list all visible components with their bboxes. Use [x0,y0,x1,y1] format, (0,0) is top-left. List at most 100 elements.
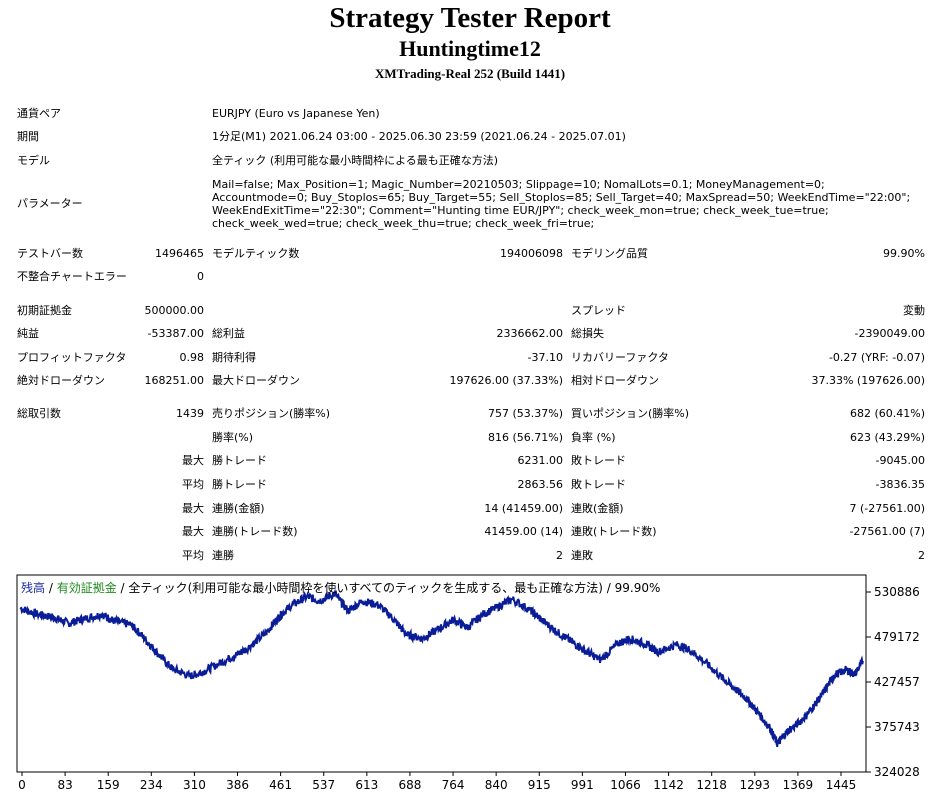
mismatch-value: 0 [197,270,204,283]
short-label: 売りポジション(勝率%) [212,407,331,420]
legend-equity: 有効証拠金 [56,581,117,595]
x-tick-label: 0 [18,778,26,792]
avg-label: 平均 [182,478,204,491]
consec-loss-cnt-label: 連敗(トレード数) [571,525,657,538]
pf-label: プロフィットファクタ [17,351,127,364]
trades-label: 総取引数 [17,407,61,420]
server-build: XMTrading-Real 252 (Build 1441) [374,66,566,81]
x-tick-label: 1369 [783,778,814,792]
win-rate-label: 勝率(%) [212,431,254,444]
max-win-label: 勝トレード [212,454,267,467]
x-tick-label: 840 [485,778,508,792]
quality-label: モデリング品質 [571,247,648,260]
x-tick-label: 764 [442,778,465,792]
trades-value: 1439 [176,407,204,420]
x-tick-label: 1293 [740,778,771,792]
symbol-value: EURJPY (Euro vs Japanese Yen) [212,107,380,120]
balance-chart: 530886 479172 427457 375743 324028 0 83 159 234 3… [16,574,920,792]
abs-dd-label: 絶対ドローダウン [17,374,105,387]
period-label: 期間 [17,130,39,143]
expected-label: 期待利得 [212,351,256,364]
max-dd-label: 最大ドローダウン [212,374,300,387]
x-tick-label: 234 [140,778,163,792]
avg-consec-win-value: 2 [556,549,563,562]
x-tick-label: 1445 [826,778,857,792]
quality-value: 99.90% [883,247,925,260]
legend-balance: 残高 [21,581,46,595]
report-title: Strategy Tester Report [329,2,611,34]
legend-rest: / 全ティック(利用可能な最小時間枠を使いすべてのティックを生成する、最も正確な… [116,581,661,595]
model-value: 全ティック (利用可能な最小時間枠による最も正確な方法) [212,154,499,167]
loss-rate-value: 623 (43.29%) [849,431,925,444]
chart-legend: 残高 / 有効証拠金 / 全ティック(利用可能な最小時間枠を使いすべてのティック… [21,579,660,596]
consec-loss-cnt-value: -27561.00 (7) [849,525,925,538]
avg-win-value: 2863.56 [517,478,564,491]
spread-label: スプレッド [571,304,626,317]
consec-win-cnt-label: 連勝(トレード数) [212,525,298,538]
x-tick-label: 159 [97,778,120,792]
legend-sep: / [45,581,57,595]
max-win-value: 6231.00 [517,454,564,467]
gross-profit-value: 2336662.00 [496,327,563,340]
gross-loss-value: -2390049.00 [854,327,925,340]
x-tick-label: 688 [398,778,421,792]
expected-value: -37.10 [527,351,563,364]
avg-label-2: 平均 [182,549,204,562]
symbol-label: 通貨ペア [17,107,61,120]
rel-dd-label: 相対ドローダウン [571,374,659,387]
x-tick-label: 461 [269,778,292,792]
avg-loss-value: -3836.35 [875,478,925,491]
win-rate-value: 816 (56.71%) [487,431,563,444]
model-label: モデル [17,154,50,167]
recovery-label: リカバリーファクタ [571,351,669,364]
x-tick-label: 537 [312,778,335,792]
avg-consec-loss-label: 連敗 [571,549,593,562]
max-loss-value: -9045.00 [875,454,925,467]
loss-rate-label: 負率 (%) [571,431,616,444]
long-value: 682 (60.41%) [849,407,925,420]
params-value: Mail=false; Max_Position=1; Magic_Number… [212,178,911,230]
consec-win-amt-value: 14 (41459.00) [484,502,563,515]
pf-value: 0.98 [179,351,205,364]
deposit-label: 初期証拠金 [17,304,72,317]
consec-loss-amt-value: 7 (-27561.00) [849,502,925,515]
x-tick-label: 310 [183,778,206,792]
avg-consec-win-label: 連勝 [212,549,234,562]
short-value: 757 (53.37%) [487,407,563,420]
x-tick-label: 386 [226,778,249,792]
x-tick-label: 991 [571,778,594,792]
bars-label: テストバー数 [17,247,83,260]
net-value: -53387.00 [147,327,204,340]
spread-value: 変動 [903,304,925,317]
long-label: 買いポジション(勝率%) [571,407,690,420]
period-value: 1分足(M1) 2021.06.24 03:00 - 2025.06.30 23… [212,130,626,143]
consec-loss-amt-label: 連敗(金額) [571,502,624,515]
deposit-value: 500000.00 [144,304,205,317]
x-tick-label: 1142 [653,778,684,792]
avg-consec-loss-value: 2 [918,549,925,562]
x-tick-label: 83 [57,778,72,792]
bars-value: 1496465 [155,247,204,260]
mismatch-label: 不整合チャートエラー [17,270,127,283]
abs-dd-value: 168251.00 [144,374,205,387]
plot-area [16,574,867,773]
ticks-label: モデルティック数 [212,247,300,260]
net-label: 純益 [17,327,39,340]
rel-dd-value: 37.33% (197626.00) [811,374,925,387]
gross-loss-label: 総損失 [571,327,604,340]
y-tick-label: 479172 [874,630,920,644]
x-tick-label: 915 [528,778,551,792]
x-tick-label: 1066 [610,778,641,792]
balance-line [19,588,864,748]
x-tick-label: 613 [355,778,378,792]
avg-win-label: 勝トレード [212,478,267,491]
consec-win-amt-label: 連勝(金額) [212,502,265,515]
max-label: 最大 [182,454,204,467]
x-tick-label: 1218 [696,778,727,792]
y-tick-label: 375743 [874,720,920,734]
params-label: パラメーター [17,197,83,210]
max-label-3: 最大 [182,525,204,538]
avg-loss-label: 敗トレード [571,478,626,491]
max-loss-label: 敗トレード [571,454,626,467]
ea-name: Huntingtime12 [399,36,541,61]
